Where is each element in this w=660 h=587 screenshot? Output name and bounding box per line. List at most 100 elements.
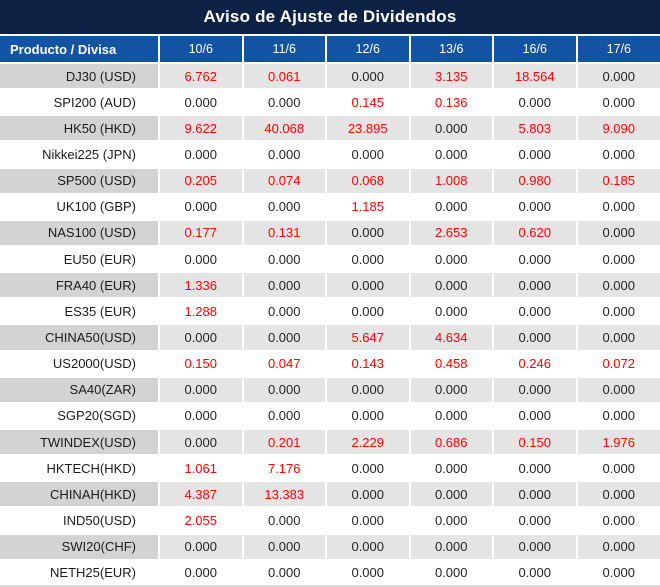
value-cell: 5.803 [492,114,578,143]
value-cell: 9.622 [158,114,244,143]
date-column-header: 11/6 [241,36,327,64]
value-cell: 0.061 [241,61,327,91]
value-cell: 0.000 [158,244,244,274]
value-cell: 1.008 [408,166,494,195]
value-cell: 1.288 [158,297,244,326]
value-cell: 0.000 [575,375,660,404]
value-cell: 4.634 [408,323,494,352]
value-cell: 0.000 [408,558,494,587]
product-column-header: Producto / Divisa [0,36,160,64]
product-cell: Nikkei225 (JPN) [0,140,160,169]
product-cell: ES35 (EUR) [0,297,160,326]
value-cell: 0.000 [492,271,578,300]
value-cell: 0.150 [492,427,578,457]
value-cell: 0.000 [575,558,660,587]
value-cell: 2.055 [158,506,244,535]
value-cell: 0.000 [575,506,660,535]
value-cell: 5.647 [325,323,411,352]
table-row: Nikkei225 (JPN) 0.000 0.000 0.000 0.000 0.000… [0,140,660,169]
value-cell: 0.000 [575,61,660,91]
table-row: HK50 (HKD) 9.622 40.068 23.895 0.000 5.803 9.0… [0,114,660,143]
product-cell: NAS100 (USD) [0,218,160,247]
product-cell: HK50 (HKD) [0,114,160,143]
table-row: HKTECH(HKD) 1.061 7.176 0.000 0.000 0.000 0.00… [0,454,660,483]
value-cell: 23.895 [325,114,411,143]
value-cell: 0.000 [575,480,660,509]
value-cell: 0.000 [325,558,411,587]
product-cell: SPI200 (AUD) [0,88,160,117]
dividends-table: Producto / Divisa 10/6 11/6 12/6 13/6 16/6 17/… [0,36,660,587]
value-cell: 0.143 [325,349,411,378]
table-row: FRA40 (EUR) 1.336 0.000 0.000 0.000 0.000 0.00… [0,271,660,300]
table-row: SPI200 (AUD) 0.000 0.000 0.145 0.136 0.000 0.0… [0,88,660,117]
table-row: SWI20(CHF) 0.000 0.000 0.000 0.000 0.000 0.000 [0,532,660,561]
value-cell: 0.000 [408,454,494,483]
value-cell: 0.000 [158,532,244,561]
table-row: CHINAH(HKD) 4.387 13.383 0.000 0.000 0.000 0.0… [0,480,660,509]
product-cell: SWI20(CHF) [0,532,160,561]
value-cell: 0.000 [158,375,244,404]
value-cell: 7.176 [241,454,327,483]
value-cell: 0.000 [575,323,660,352]
value-cell: 0.000 [575,401,660,430]
product-cell: CHINAH(HKD) [0,480,160,509]
value-cell: 6.762 [158,61,244,91]
table-header: Producto / Divisa 10/6 11/6 12/6 13/6 16/6 17/… [0,36,660,64]
value-cell: 0.000 [492,88,578,117]
table-row: CHINA50(USD) 0.000 0.000 5.647 4.634 0.000 0.0… [0,323,660,352]
product-cell: FRA40 (EUR) [0,271,160,300]
value-cell: 0.000 [575,218,660,247]
value-cell: 0.000 [492,375,578,404]
value-cell: 0.000 [492,192,578,221]
value-cell: 9.090 [575,114,660,143]
value-cell: 0.000 [158,88,244,117]
page-title: Aviso de Ajuste de Dividendos [0,0,660,34]
value-cell: 0.000 [575,297,660,326]
header-row: Producto / Divisa 10/6 11/6 12/6 13/6 16/6 17/… [0,36,660,64]
value-cell: 4.387 [158,480,244,509]
value-cell: 1.185 [325,192,411,221]
product-cell: TWINDEX(USD) [0,427,160,457]
value-cell: 0.000 [575,271,660,300]
value-cell: 0.000 [492,480,578,509]
value-cell: 0.000 [408,297,494,326]
value-cell: 0.000 [575,140,660,169]
value-cell: 0.000 [241,323,327,352]
date-column-header: 16/6 [492,36,578,64]
value-cell: 0.000 [492,323,578,352]
product-cell: NETH25(EUR) [0,558,160,587]
value-cell: 0.000 [241,140,327,169]
value-cell: 3.135 [408,61,494,91]
value-cell: 0.000 [158,140,244,169]
value-cell: 0.000 [408,375,494,404]
value-cell: 0.150 [158,349,244,378]
value-cell: 40.068 [241,114,327,143]
value-cell: 0.000 [408,271,494,300]
table-row: SA40(ZAR) 0.000 0.000 0.000 0.000 0.000 0.000 [0,375,660,404]
value-cell: 0.000 [325,401,411,430]
table-row: SP500 (USD) 0.205 0.074 0.068 1.008 0.980 0.18… [0,166,660,195]
value-cell: 0.000 [325,375,411,404]
value-cell: 0.000 [492,506,578,535]
value-cell: 0.000 [158,427,244,457]
product-cell: SP500 (USD) [0,166,160,195]
value-cell: 1.061 [158,454,244,483]
product-cell: DJ30 (USD) [0,61,160,91]
value-cell: 0.000 [408,114,494,143]
date-column-header: 12/6 [325,36,411,64]
value-cell: 0.000 [325,532,411,561]
value-cell: 0.246 [492,349,578,378]
value-cell: 0.000 [408,140,494,169]
value-cell: 0.185 [575,166,660,195]
value-cell: 0.000 [325,61,411,91]
value-cell: 0.000 [241,271,327,300]
value-cell: 0.000 [408,480,494,509]
value-cell: 2.653 [408,218,494,247]
value-cell: 1.336 [158,271,244,300]
value-cell: 0.000 [492,297,578,326]
date-column-header: 17/6 [575,36,660,64]
value-cell: 0.000 [241,558,327,587]
value-cell: 0.201 [241,427,327,457]
product-cell: EU50 (EUR) [0,244,160,274]
value-cell: 0.136 [408,88,494,117]
